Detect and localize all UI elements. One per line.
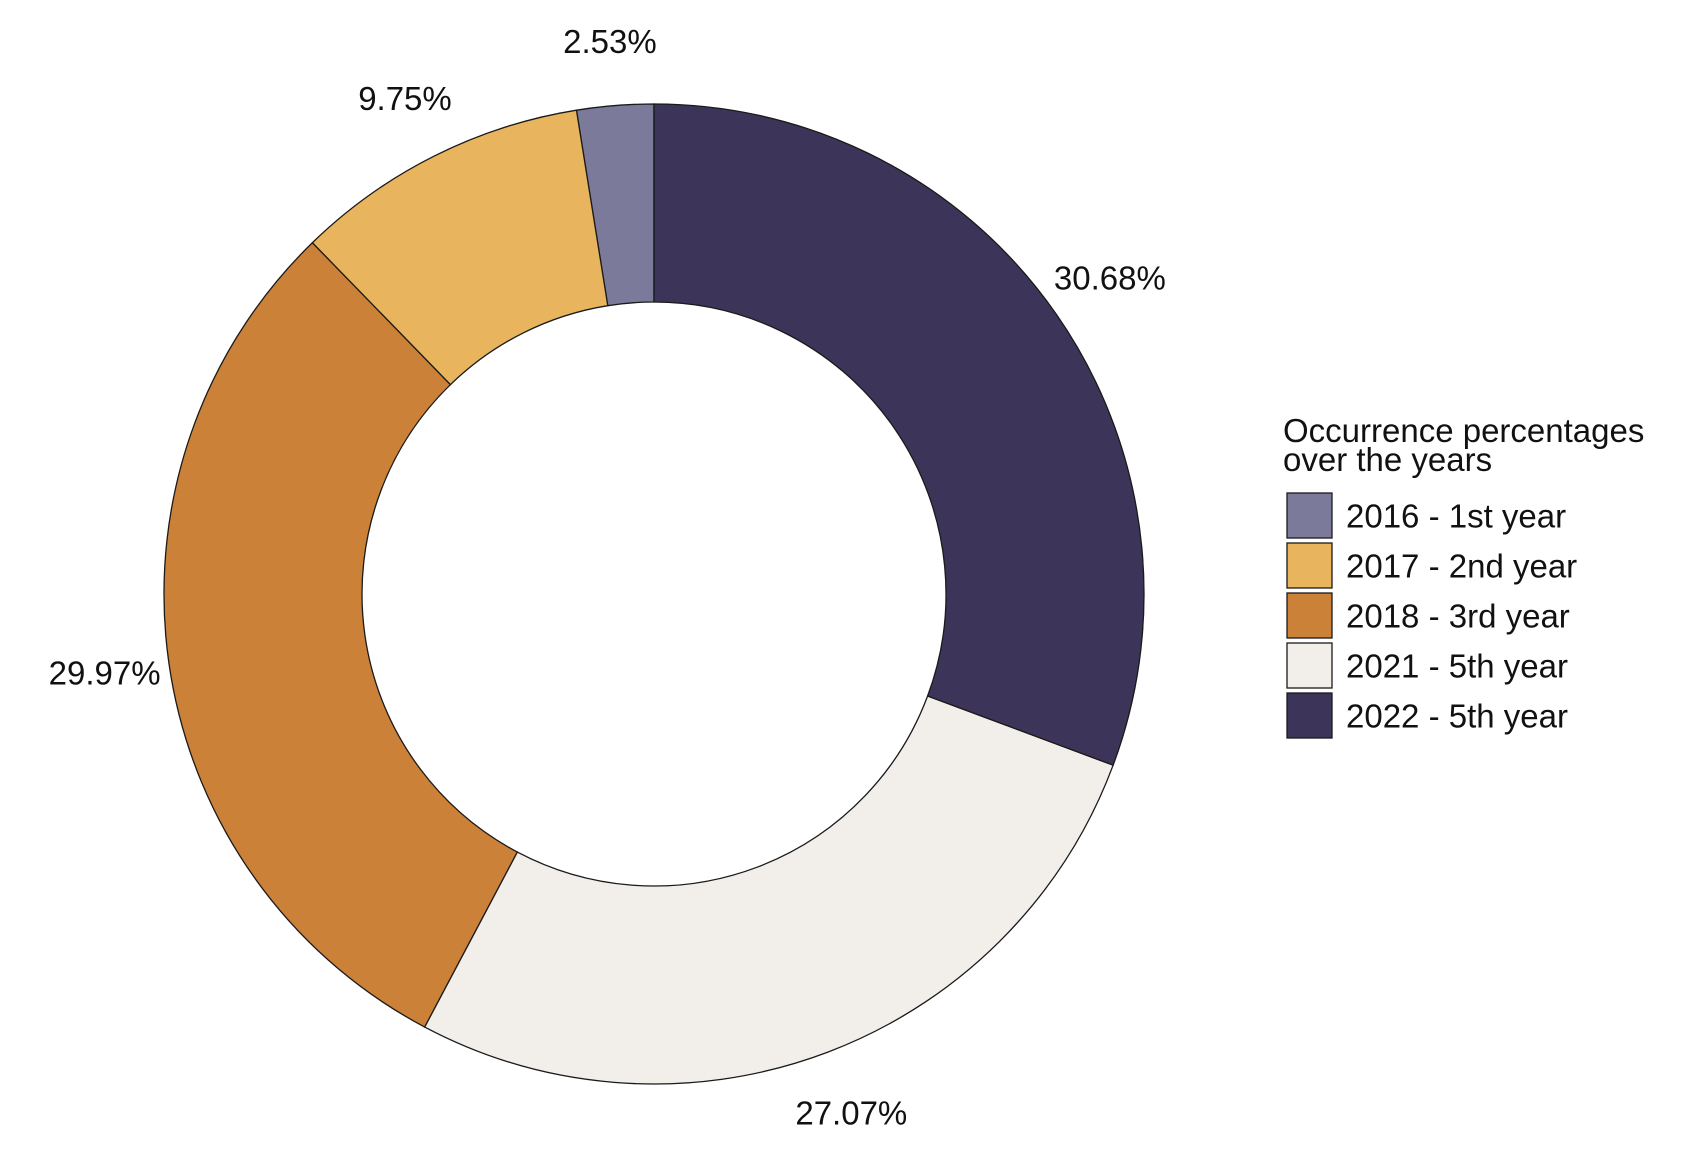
donut-slice-4 <box>423 695 1114 1085</box>
legend-swatch-2 <box>1286 542 1333 589</box>
slice-label-5: 30.68% <box>1054 259 1166 296</box>
slice-label-1: 2.53% <box>563 23 657 60</box>
donut-slice-5 <box>653 103 1145 767</box>
slice-label-4: 27.07% <box>795 1095 907 1132</box>
legend-label-5: 2022 - 5th year <box>1346 698 1568 735</box>
slice-labels: 2.53% 9.75% 29.97% 27.07% 30.68% <box>49 23 1166 1132</box>
legend-swatch-4 <box>1286 642 1333 689</box>
legend-label-3: 2018 - 3rd year <box>1346 598 1570 635</box>
legend-label-4: 2021 - 5th year <box>1346 648 1568 685</box>
legend-title-line-2: over the years <box>1283 441 1492 478</box>
slice-label-2: 9.75% <box>358 80 452 117</box>
donut-slices <box>163 103 1145 1085</box>
legend-swatch-3 <box>1286 592 1333 639</box>
slice-label-3: 29.97% <box>49 655 161 692</box>
legend-items: 2016 - 1st year 2017 - 2nd year 2018 - 3rd… <box>1286 492 1577 739</box>
legend-swatch-1 <box>1286 492 1333 539</box>
legend: Occurrence percentages over the years 20… <box>1283 412 1644 739</box>
legend-label-1: 2016 - 1st year <box>1346 498 1566 535</box>
legend-swatch-5 <box>1286 692 1333 739</box>
donut-slice-3 <box>163 241 519 1028</box>
legend-label-2: 2017 - 2nd year <box>1346 548 1577 585</box>
legend-title-line-1: Occurrence percentages <box>1283 412 1644 449</box>
